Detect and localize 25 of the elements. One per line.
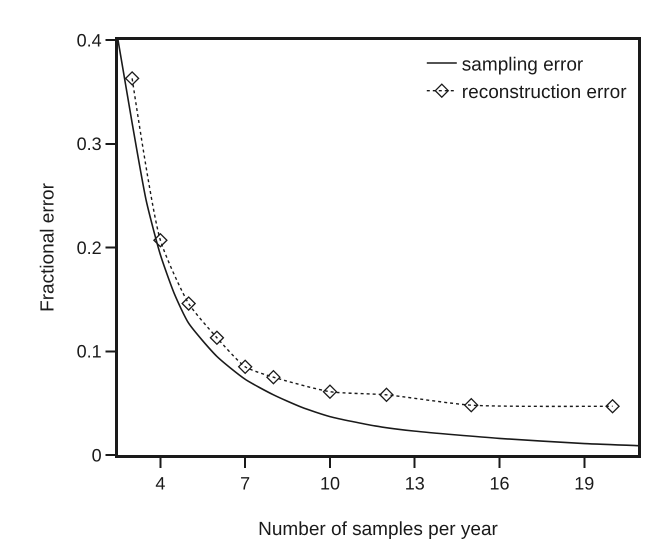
y-axis-title: Fractional error: [37, 182, 58, 312]
x-axis-title: Number of samples per year: [258, 519, 499, 540]
point: [322, 384, 338, 399]
point: [124, 71, 140, 86]
y-tick-label: 0.3: [76, 134, 102, 154]
point: [266, 370, 281, 384]
x-tick-label: 7: [240, 473, 250, 494]
x-tick-label: 13: [404, 473, 425, 494]
point: [379, 388, 394, 402]
point: [182, 296, 196, 311]
x-tick-label: 19: [574, 473, 594, 494]
legend-label: reconstruction error: [462, 82, 628, 104]
point: [238, 360, 252, 374]
y-tick-label: 0.1: [76, 342, 102, 362]
point: [153, 233, 168, 248]
x-tick-label: 4: [155, 473, 166, 494]
y-tick-label: 0.4: [76, 30, 102, 50]
y-tick-label: 0: [92, 445, 102, 466]
point: [605, 399, 620, 414]
x-tick-label: 10: [320, 473, 340, 494]
point: [464, 398, 478, 412]
point: [210, 330, 224, 345]
x-tick-label: 16: [490, 473, 510, 494]
legend-label: sampling error: [462, 54, 584, 76]
y-tick-label: 0.2: [76, 238, 102, 258]
